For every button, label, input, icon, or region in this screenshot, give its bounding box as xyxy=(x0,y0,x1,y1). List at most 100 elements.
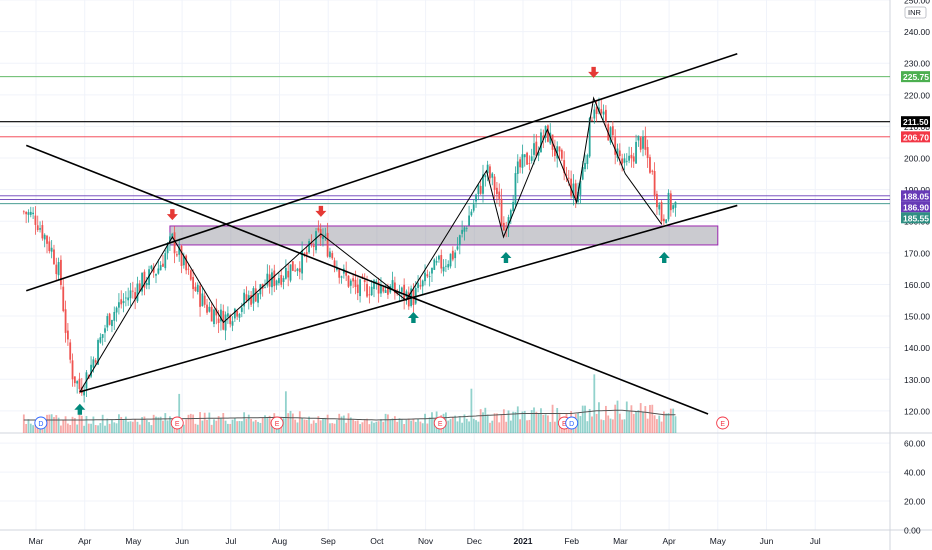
candle-body-241 xyxy=(581,167,584,180)
candle-body-202 xyxy=(491,173,494,178)
candle-body-163 xyxy=(400,287,403,292)
volume-bar-170 xyxy=(417,419,419,433)
candle-body-257 xyxy=(618,150,621,157)
candle-body-265 xyxy=(637,135,640,141)
candle-body-150 xyxy=(370,286,373,296)
candle-body-72 xyxy=(189,270,192,280)
price-level-label-5: 185.55 xyxy=(903,213,929,223)
time-tick-label-0: Mar xyxy=(29,536,44,546)
event-badge-label-5: D xyxy=(569,421,574,428)
volume-bar-32 xyxy=(97,425,99,433)
volume-bar-39 xyxy=(113,422,116,433)
candle-body-209 xyxy=(507,217,510,228)
candle-body-155 xyxy=(382,287,385,292)
event-badge-5[interactable] xyxy=(565,416,579,430)
candle-body-133 xyxy=(331,253,334,259)
candle-body-194 xyxy=(472,204,475,211)
down-arrow-2 xyxy=(588,66,600,78)
volume-bar-151 xyxy=(373,422,375,433)
volume-bar-164 xyxy=(403,424,406,433)
candle-body-275 xyxy=(660,202,663,222)
candle-body-88 xyxy=(227,313,229,317)
volume-bar-47 xyxy=(131,421,134,433)
zigzag-line[interactable] xyxy=(79,96,663,393)
trendline-upper-channel[interactable] xyxy=(26,52,738,292)
volume-bar-258 xyxy=(621,419,624,433)
volume-bar-119 xyxy=(298,411,301,433)
volume-bar-38 xyxy=(111,419,113,433)
candle-body-58 xyxy=(157,268,160,274)
volume-tick-label-0: 60.00 xyxy=(904,439,926,449)
volume-bar-45 xyxy=(127,421,130,433)
volume-bar-202 xyxy=(491,420,494,433)
up-arrow-3 xyxy=(658,252,670,264)
volume-bar-163 xyxy=(400,419,403,433)
time-tick-label-15: Jun xyxy=(760,536,774,546)
volume-bar-116 xyxy=(291,413,294,433)
volume-bar-264 xyxy=(635,411,637,433)
volume-bar-139 xyxy=(345,422,348,433)
currency-label: INR xyxy=(908,8,922,17)
volume-bar-173 xyxy=(424,413,426,433)
candle-body-110 xyxy=(278,278,280,284)
event-badge-label-3: E xyxy=(438,421,443,428)
volume-bar-150 xyxy=(370,421,373,433)
candle-body-201 xyxy=(489,166,491,179)
volume-bar-250 xyxy=(602,420,605,433)
candle-body-181 xyxy=(442,266,445,272)
volume-bar-256 xyxy=(616,400,619,433)
event-badge-6[interactable] xyxy=(716,416,730,430)
volume-bar-147 xyxy=(363,419,366,433)
support-zone[interactable] xyxy=(169,225,719,246)
candle-body-5 xyxy=(34,215,37,225)
candle-body-255 xyxy=(614,137,617,155)
event-badge-0[interactable] xyxy=(34,416,48,430)
candle-body-279 xyxy=(669,193,672,211)
volume-bar-223 xyxy=(540,408,542,433)
volume-bar-252 xyxy=(607,415,610,433)
price-axis[interactable]: 250.00240.00230.00220.00210.00200.00190.… xyxy=(901,0,930,536)
candle-body-77 xyxy=(201,293,204,307)
candle-body-172 xyxy=(421,280,424,287)
event-badge-label-4: E xyxy=(562,421,567,428)
candle-body-249 xyxy=(600,109,603,114)
volume-bar-3 xyxy=(29,423,32,433)
candle-body-10 xyxy=(46,235,48,244)
candle-body-111 xyxy=(280,275,283,285)
currency-badge[interactable] xyxy=(904,6,927,19)
volume-bar-83 xyxy=(215,420,218,433)
event-badge-3[interactable] xyxy=(433,416,447,430)
volume-bar-18 xyxy=(64,416,67,433)
time-axis[interactable]: Mar Apr May Jun Jul Aug Sep Oct Nov Dec 2021 Feb Mar… xyxy=(29,536,821,546)
volume-bar-104 xyxy=(264,415,266,433)
candle-body-38 xyxy=(111,319,113,327)
volume-bar-156 xyxy=(384,413,387,433)
volume-bar-53 xyxy=(145,419,148,433)
event-badge-2[interactable] xyxy=(270,416,284,430)
candle-body-198 xyxy=(482,174,484,194)
volume-bar-106 xyxy=(268,415,271,433)
candle-body-30 xyxy=(92,359,95,368)
trendline-drawings[interactable] xyxy=(25,52,738,415)
volume-bar-121 xyxy=(303,419,306,433)
price-tick-label-2: 230.00 xyxy=(904,59,930,69)
candle-body-261 xyxy=(628,155,630,161)
volume-bar-22 xyxy=(73,418,76,433)
candle-body-11 xyxy=(48,241,51,252)
candle-body-50 xyxy=(138,283,141,292)
trendline-descending[interactable] xyxy=(25,144,709,415)
volume-bar-227 xyxy=(549,421,552,433)
candle-body-46 xyxy=(129,290,132,299)
volume-bar-210 xyxy=(509,420,512,433)
volume-bar-26 xyxy=(83,425,86,433)
candle-body-140 xyxy=(347,275,350,287)
trendline-lower-channel[interactable] xyxy=(79,204,738,393)
candle-body-141 xyxy=(349,280,352,286)
candle-body-44 xyxy=(124,297,127,299)
volume-bar-165 xyxy=(405,419,408,433)
candle-body-129 xyxy=(322,236,324,239)
event-badge-1[interactable] xyxy=(170,416,184,430)
volume-bar-48 xyxy=(134,419,137,433)
